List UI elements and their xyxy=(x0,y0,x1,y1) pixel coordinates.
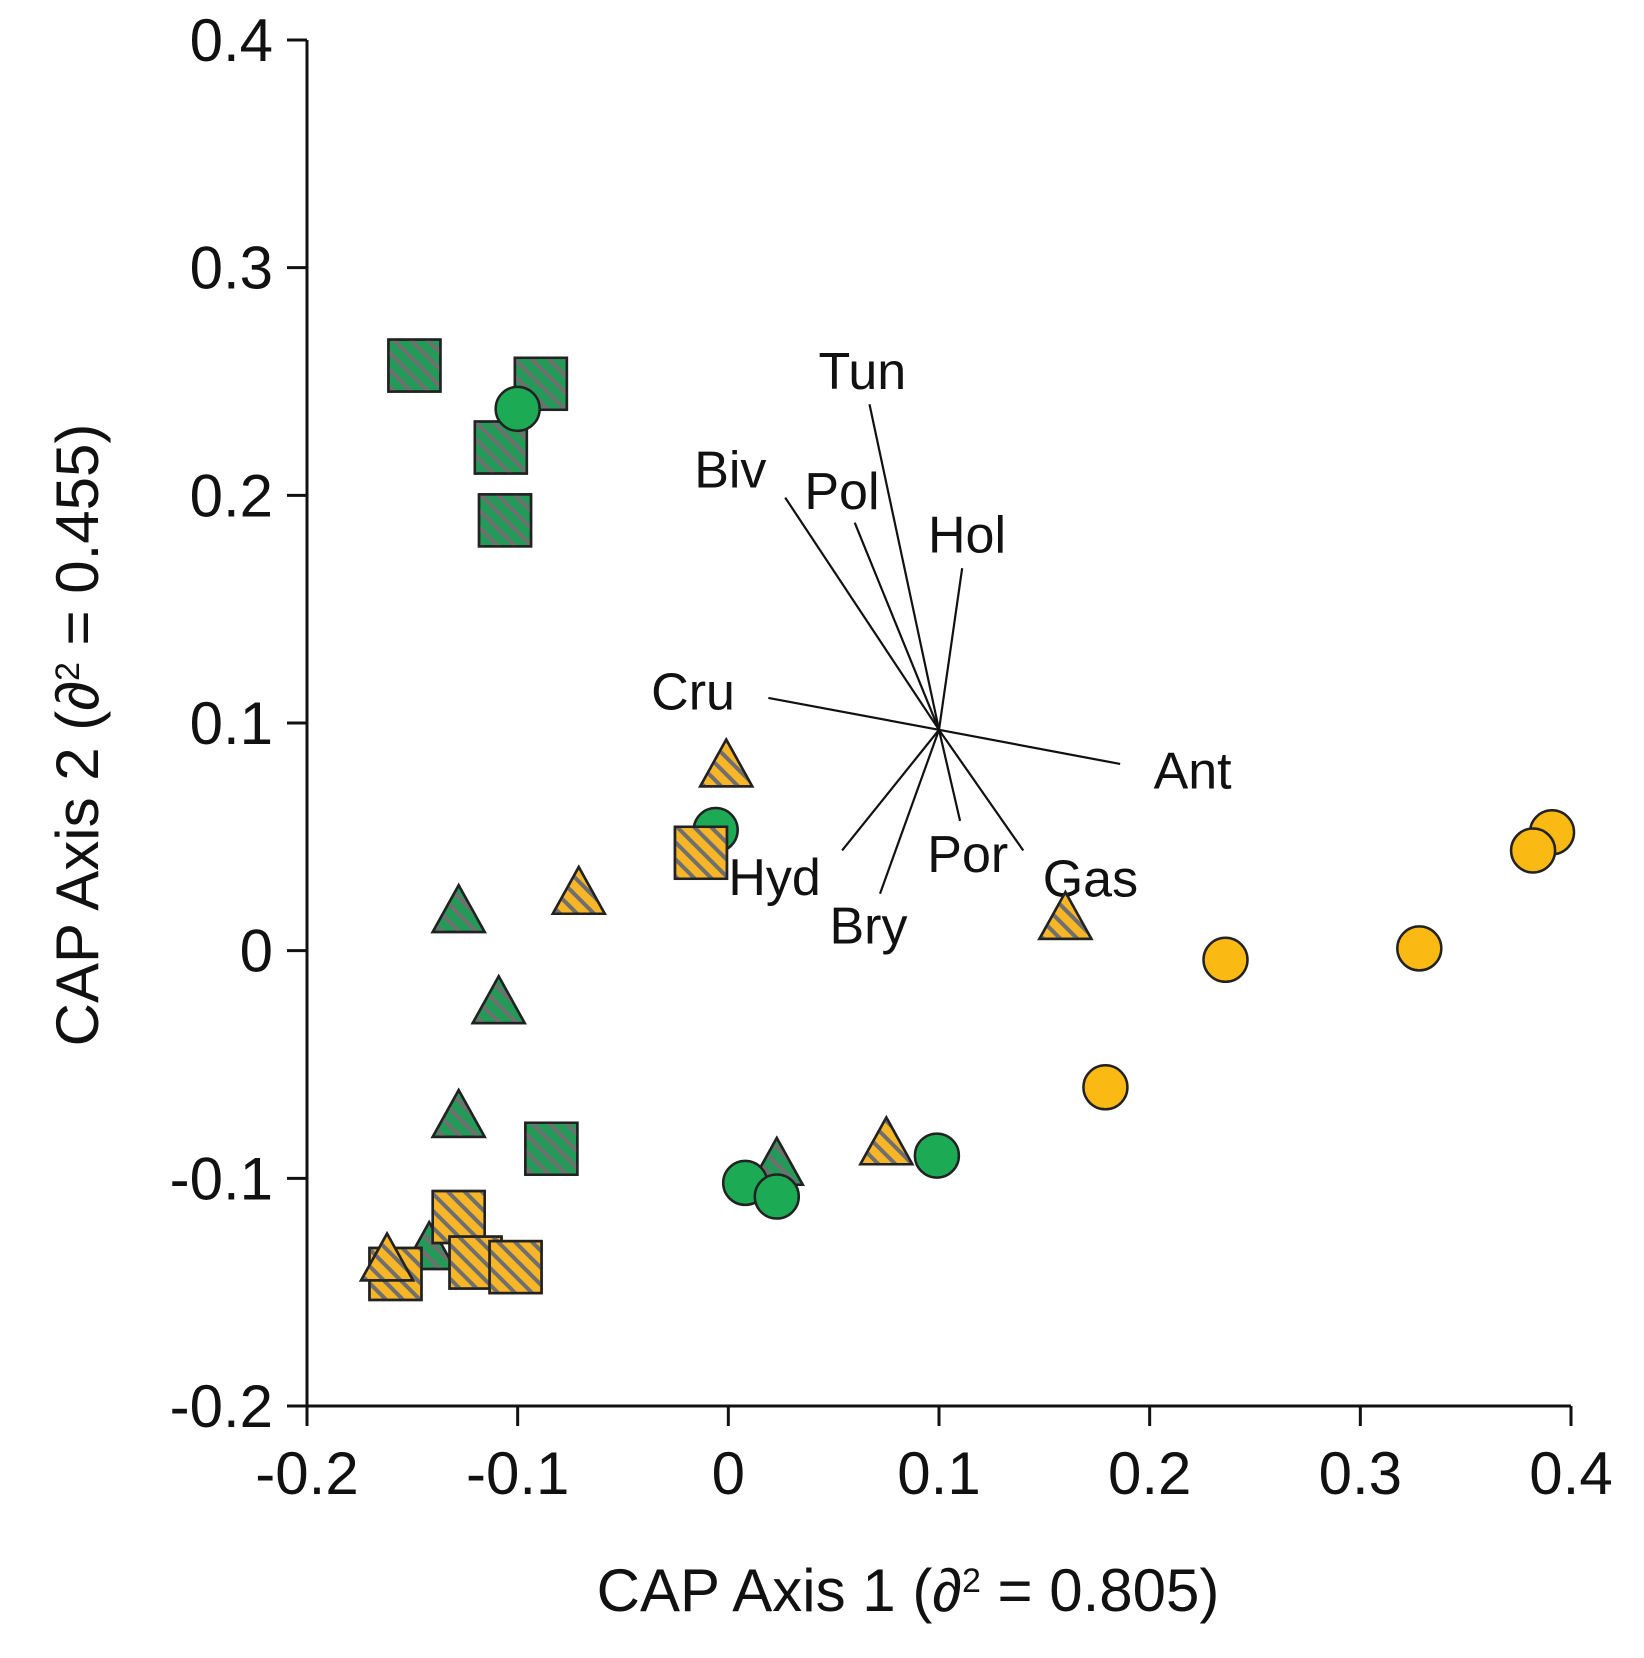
x-tick-label: 0.2 xyxy=(1108,1440,1191,1507)
vector-gas-label: Gas xyxy=(1043,850,1138,908)
x-tick-label: 0 xyxy=(712,1440,745,1507)
yellow-triangle-hatched-point xyxy=(358,1230,416,1282)
y-tick-label: 0.2 xyxy=(190,462,273,529)
yellow-triangle-hatched-point xyxy=(550,864,607,916)
y-tick-label: -0.2 xyxy=(170,1373,273,1440)
green-circle-point xyxy=(913,1132,961,1179)
vector-biv-line xyxy=(784,497,940,731)
green-circle-point xyxy=(753,1173,801,1220)
y-tick-label: 0.3 xyxy=(190,235,273,302)
vector-por-label: Por xyxy=(927,826,1008,884)
x-tick-label: -0.1 xyxy=(466,1440,569,1507)
vector-gas-line xyxy=(938,729,1025,852)
vector-ant-line xyxy=(938,728,1121,766)
yellow-triangle-hatched-point xyxy=(1037,889,1094,941)
yellow-circle-point xyxy=(1509,827,1557,874)
vector-hol-line xyxy=(937,568,964,730)
y-tick-label: 0.4 xyxy=(190,7,273,74)
vector-ant-label: Ant xyxy=(1154,742,1233,800)
green-square-hatched-point xyxy=(387,338,442,393)
x-tick-label: 0.1 xyxy=(897,1440,980,1507)
vector-pol-line xyxy=(853,522,941,731)
vector-tun-line xyxy=(868,404,941,731)
vector-hyd-line xyxy=(841,729,940,852)
y-tick-label: -0.1 xyxy=(170,1145,273,1212)
green-square-hatched-point xyxy=(477,493,533,548)
vector-hyd-label: Hyd xyxy=(728,849,820,907)
yellow-circle-point xyxy=(1202,936,1249,984)
vector-hol-label: Hol xyxy=(928,507,1006,565)
green-circle-point xyxy=(494,385,541,433)
vector-biv-label: Biv xyxy=(694,441,766,499)
x-axis-title: CAP Axis 1 (∂2 = 0.805) xyxy=(597,1557,1220,1624)
green-triangle-hatched-point xyxy=(430,882,487,934)
vector-cru-line xyxy=(768,696,940,731)
vectors: Tun Biv Pol Hol Cru Ant Hyd Por Gas Bry xyxy=(651,343,1232,956)
yellow-circle-point xyxy=(1082,1064,1129,1111)
green-triangle-hatched-point xyxy=(430,1087,487,1139)
vector-bry-label: Bry xyxy=(830,898,908,956)
vector-por-line xyxy=(937,729,962,822)
green-square-hatched-point xyxy=(524,1121,579,1176)
green-triangle-hatched-point xyxy=(470,973,527,1025)
y-tick-label: 0 xyxy=(240,918,273,985)
data-marks xyxy=(358,338,1576,1302)
vector-bry-line xyxy=(878,729,941,895)
yellow-square-hatched-point xyxy=(488,1239,543,1295)
vector-tun-label: Tun xyxy=(819,343,907,401)
yellow-circle-point xyxy=(1396,925,1443,972)
y-tick-label: 0.1 xyxy=(190,690,273,757)
yellow-square-hatched-point xyxy=(431,1189,486,1245)
yellow-triangle-hatched-point xyxy=(698,736,755,788)
ticks: -0.2 -0.1 0 0.1 0.2 0.3 0.4 -0.2 -0.1 0 0.1 0.2 0.3 0… xyxy=(170,7,1613,1507)
x-tick-label: -0.2 xyxy=(255,1440,358,1507)
x-tick-label: 0.4 xyxy=(1529,1440,1612,1507)
vector-pol-label: Pol xyxy=(804,463,879,521)
vector-cru-label: Cru xyxy=(651,664,735,722)
yellow-square-hatched-point xyxy=(673,825,729,881)
x-tick-label: 0.3 xyxy=(1319,1440,1402,1507)
y-axis-title: CAP Axis 2 (∂2 = 0.455) xyxy=(44,424,111,1047)
yellow-triangle-hatched-point xyxy=(858,1114,915,1166)
